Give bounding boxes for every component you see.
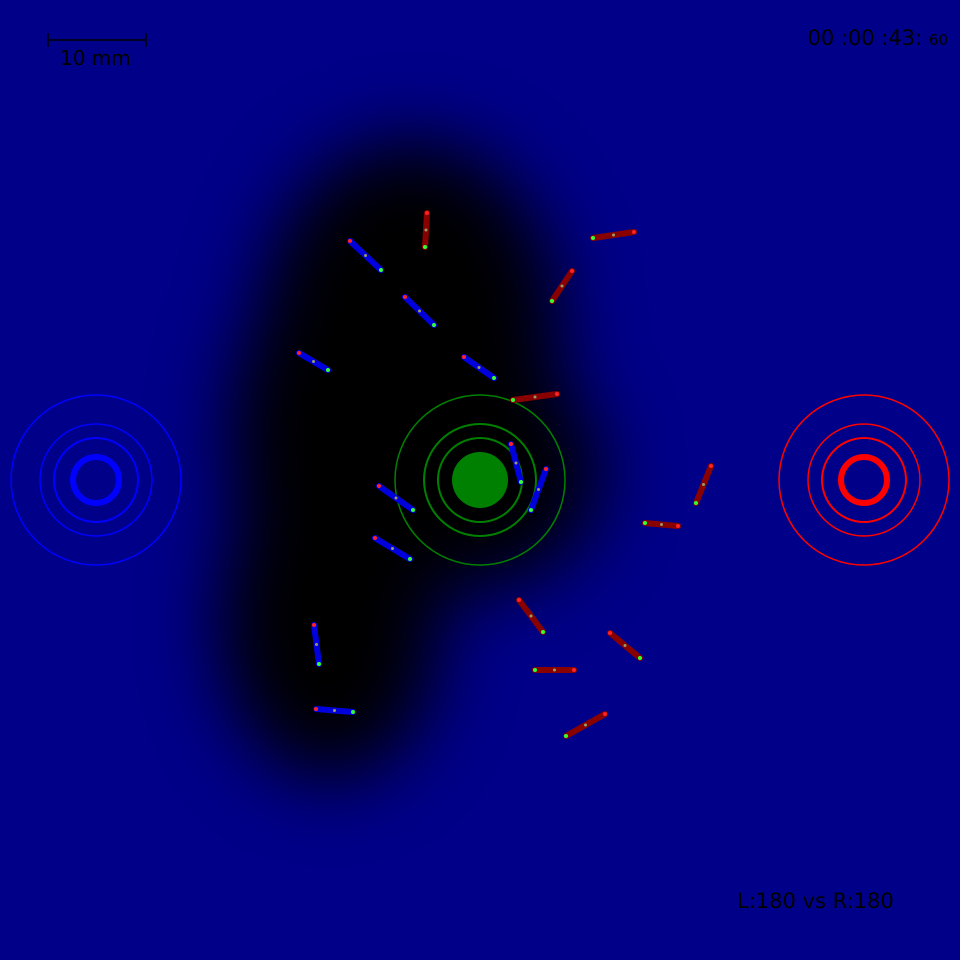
left-agent-10-center — [333, 709, 336, 712]
right-agent-5 — [693, 463, 714, 506]
right-agent-4 — [510, 391, 560, 403]
right-agent-5-center — [702, 483, 705, 486]
left-agent-10-head — [314, 707, 318, 711]
left-agent-5-head — [509, 442, 513, 446]
right-agent-7 — [516, 597, 546, 635]
right-agent-2 — [422, 210, 430, 250]
right-agent-4-center — [533, 395, 537, 399]
left-agent-8-center — [391, 547, 394, 550]
right-agent-1-center — [612, 233, 615, 237]
right-agent-9-tail — [533, 668, 537, 672]
left-agent-5 — [508, 441, 524, 485]
right-agent-2-center — [424, 228, 428, 232]
timer: 00 :00 :43: 60 — [807, 26, 948, 50]
left-agent-3-center — [312, 360, 315, 363]
right-agent-9 — [532, 667, 577, 673]
right-agent-4-head — [555, 392, 559, 396]
right-agent-6 — [642, 520, 681, 529]
left-agent-6-center — [537, 488, 540, 491]
left-agent-4-tail — [492, 376, 496, 380]
right-agent-1-head — [632, 230, 636, 234]
left-agent-9-tail — [317, 662, 321, 666]
left-agent-2-center — [418, 309, 421, 313]
right-agent-5-head — [709, 464, 713, 468]
timer-fraction: 60 — [928, 31, 948, 49]
left-agent-1-tail — [379, 268, 383, 272]
left-agent-6-tail — [529, 508, 533, 512]
left-agent-3 — [296, 350, 331, 373]
left-team-target-icon — [10, 394, 182, 566]
right-agent-10-head — [603, 712, 607, 716]
right-agent-3-tail — [550, 299, 554, 303]
timer-main: 00 :00 :43: — [807, 26, 923, 50]
right-agent-1 — [590, 229, 637, 241]
right-agent-8-head — [608, 631, 612, 635]
left-agent-2-head — [403, 295, 407, 299]
left-agent-4 — [461, 354, 497, 381]
right-agent-7-head — [517, 598, 521, 602]
shadow-region — [220, 140, 600, 780]
right-agent-8-tail — [638, 656, 642, 660]
right-agent-10-tail — [564, 734, 568, 738]
left-agent-5-center — [514, 461, 518, 465]
right-agent-2-head — [425, 211, 429, 215]
right-agent-9-head — [572, 668, 576, 672]
left-agent-8 — [372, 535, 413, 562]
left-agent-2-tail — [432, 323, 436, 327]
right-agent-8 — [607, 630, 643, 661]
left-agent-6-head — [544, 467, 548, 471]
scale-label: 10 mm — [60, 46, 131, 70]
right-agent-3-head — [570, 269, 574, 273]
left-agent-4-head — [462, 355, 466, 359]
left-agent-7-center — [394, 496, 398, 500]
right-agent-10-center — [584, 723, 587, 727]
left-agent-10 — [313, 706, 356, 715]
right-agent-7-center — [529, 614, 533, 618]
right-agent-1-tail — [591, 236, 595, 240]
right-agent-2-tail — [423, 245, 427, 249]
right-agent-5-tail — [694, 501, 698, 505]
left-agent-7 — [376, 483, 416, 513]
right-agent-10 — [563, 711, 608, 739]
right-team-target-icon — [778, 394, 950, 566]
left-agent-9-center — [315, 643, 318, 646]
right-agent-6-tail — [643, 521, 647, 525]
left-agent-2 — [402, 294, 437, 328]
left-agent-7-tail — [411, 508, 415, 512]
left-agent-10-tail — [351, 710, 355, 714]
left-agent-8-tail — [408, 557, 412, 561]
left-agent-5-tail — [519, 480, 523, 484]
left-agent-3-tail — [326, 368, 330, 372]
score-readout: L:180 vs R:180 — [737, 889, 894, 913]
left-agent-4-center — [477, 366, 481, 369]
right-agent-6-head — [676, 524, 680, 528]
right-agent-3-center — [560, 284, 564, 288]
right-agent-3 — [549, 268, 575, 304]
left-agent-1 — [347, 238, 384, 273]
left-agent-9-head — [312, 623, 316, 627]
right-agent-4-tail — [511, 398, 515, 402]
right-agent-7-tail — [541, 630, 545, 634]
agents-layer — [296, 210, 714, 739]
left-agent-3-head — [297, 351, 301, 355]
left-agent-7-head — [377, 484, 381, 488]
left-agent-9 — [311, 622, 322, 667]
left-agent-8-head — [373, 536, 377, 540]
left-agent-1-center — [364, 254, 367, 257]
right-agent-8-center — [623, 644, 627, 647]
left-agent-6 — [528, 466, 549, 513]
right-agent-6-center — [660, 523, 663, 526]
right-agent-9-center — [553, 668, 556, 672]
scale-bar — [47, 33, 147, 47]
left-agent-1-head — [348, 239, 352, 243]
